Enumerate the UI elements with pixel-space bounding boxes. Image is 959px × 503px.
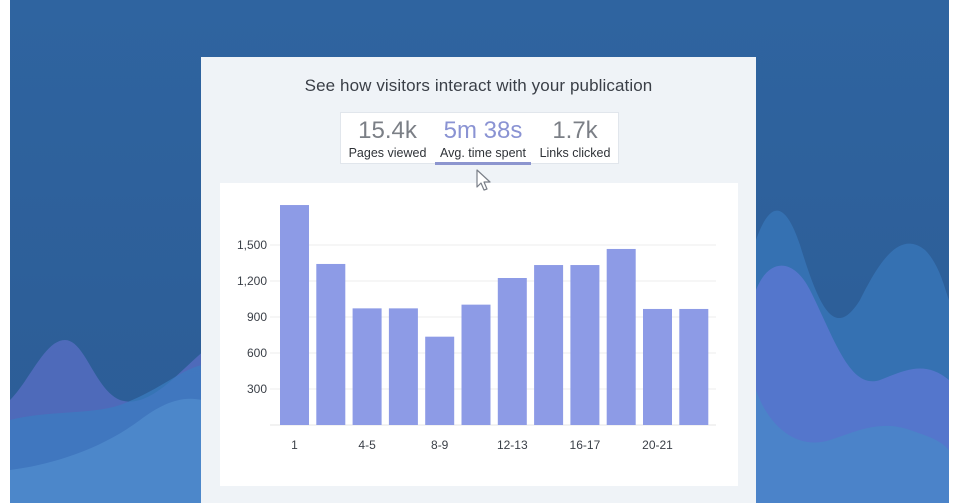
bar-6-7[interactable]	[388, 308, 418, 425]
bar-18-19[interactable]	[606, 248, 636, 425]
links-clicked-label: Links clicked	[539, 146, 611, 160]
y-axis-tick-label: 600	[247, 346, 267, 360]
bar-12-13[interactable]	[497, 278, 527, 425]
x-axis-tick-label: 12-13	[497, 438, 528, 452]
bar-20-21[interactable]	[643, 308, 672, 425]
bar-8-9[interactable]	[425, 336, 455, 425]
bar-22-23[interactable]	[679, 308, 709, 425]
x-axis-tick-label: 20-21	[642, 438, 673, 452]
metric-tabs: 15.4k Pages viewed 5m 38s Avg. time spen…	[340, 112, 619, 165]
panel-title: See how visitors interact with your publ…	[304, 76, 653, 95]
avg-time-label: Avg. time spent	[440, 146, 526, 160]
y-axis-tick-label: 1,200	[237, 274, 267, 288]
bar-1[interactable]	[280, 205, 309, 425]
bar-chart: 300 600 900 1,200 1,500 1 4-5 8-9 12-13 16-17 20-2…	[220, 183, 738, 486]
x-axis-tick-label: 1	[291, 438, 298, 452]
y-axis-tick-label: 1,500	[237, 238, 267, 252]
y-axis-tick-label: 300	[247, 382, 267, 396]
tab-pages-viewed[interactable]: 15.4k Pages viewed	[341, 113, 434, 163]
tab-links-clicked[interactable]: 1.7k Links clicked	[532, 113, 618, 163]
tab-avg-time-spent[interactable]: 5m 38s Avg. time spent	[434, 113, 532, 165]
pages-viewed-label: Pages viewed	[348, 146, 427, 160]
x-axis-tick-label: 16-17	[570, 438, 601, 452]
chart-canvas: 300 600 900 1,200 1,500 1 4-5 8-9 12-13 16-17 20-2…	[237, 205, 716, 452]
links-clicked-value: 1.7k	[552, 117, 598, 144]
bar-14-15[interactable]	[534, 265, 564, 425]
y-axis-tick-label: 900	[247, 310, 267, 324]
bar-2-3[interactable]	[316, 263, 346, 425]
bar-10-11[interactable]	[461, 304, 491, 425]
x-axis-tick-label: 8-9	[431, 438, 449, 452]
analytics-panel: See how visitors interact with your publ…	[201, 57, 756, 503]
pages-viewed-value: 15.4k	[358, 117, 417, 144]
bar-16-17[interactable]	[570, 265, 600, 425]
decorative-waves	[10, 210, 949, 503]
avg-time-value: 5m 38s	[443, 117, 523, 144]
mouse-cursor-icon	[476, 169, 492, 198]
x-axis-tick-label: 4-5	[358, 438, 376, 452]
bar-4-5[interactable]	[352, 308, 382, 425]
